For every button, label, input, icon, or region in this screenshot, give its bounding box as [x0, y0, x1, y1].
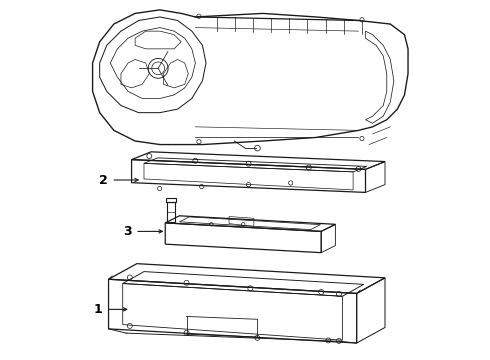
Text: 3: 3 — [123, 225, 132, 238]
Text: 2: 2 — [98, 174, 107, 186]
Text: 1: 1 — [94, 303, 102, 316]
